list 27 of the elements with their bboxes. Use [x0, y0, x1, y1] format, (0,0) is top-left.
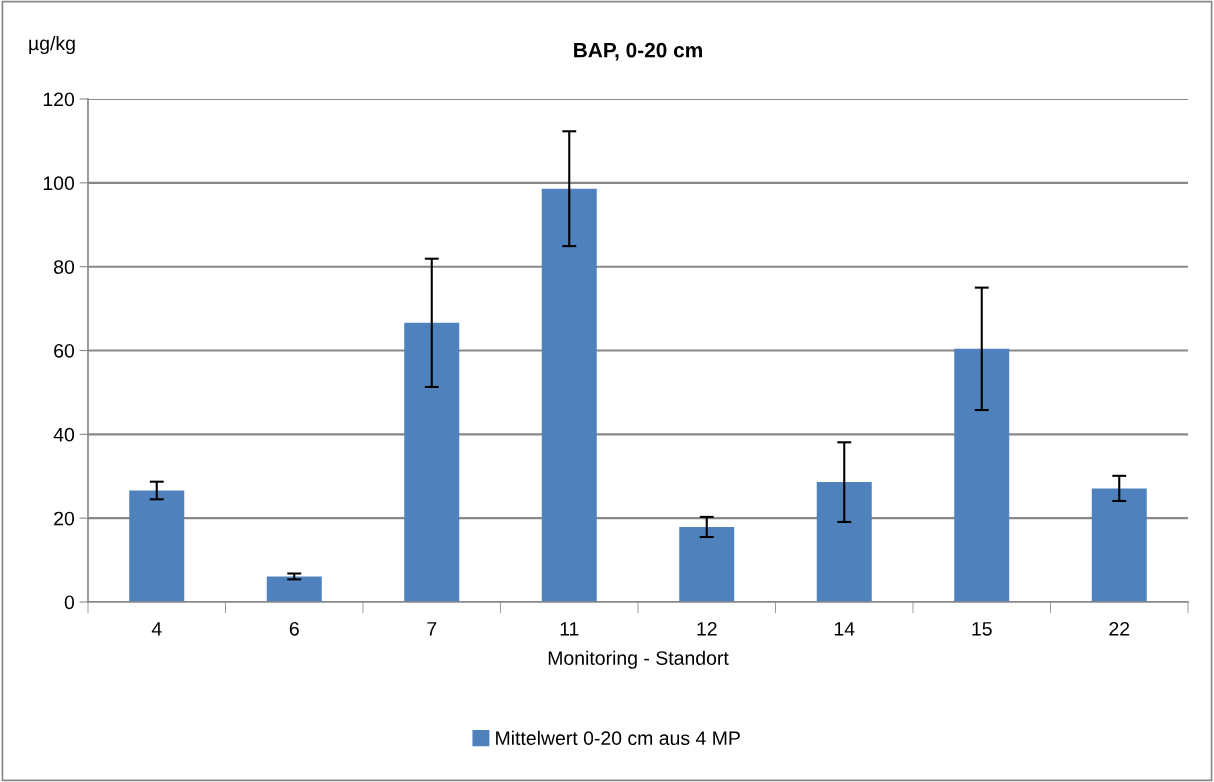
bar [816, 482, 872, 602]
x-tick-label: 22 [1109, 621, 1130, 636]
x-tick-label: 12 [697, 621, 717, 636]
y-tick-label: 60 [54, 343, 75, 358]
bar [541, 188, 597, 602]
bar [954, 348, 1010, 602]
x-tick-label: 7 [427, 622, 437, 636]
y-tick-label: 100 [43, 176, 75, 191]
bar [1091, 488, 1147, 602]
y-tick-label: 20 [54, 511, 75, 526]
x-tick-label: 14 [834, 622, 855, 636]
legend-label: Mittelwert 0-20 cm aus 4 MP [496, 730, 740, 746]
bar [679, 526, 735, 602]
bar [129, 490, 185, 602]
chart-title: BAP, 0-20 cm [574, 42, 702, 61]
x-tick-label: 4 [151, 622, 162, 636]
x-tick-label: 6 [289, 621, 299, 636]
x-tick-label: 11 [560, 622, 579, 636]
bar [404, 322, 460, 602]
y-tick-label: 120 [43, 92, 75, 107]
bar [266, 576, 322, 602]
y-tick-label: 40 [53, 427, 75, 442]
y-axis-title: µg/kg [29, 35, 75, 55]
y-tick-label: 80 [54, 260, 75, 274]
x-axis-title: Monitoring - Standort [548, 650, 729, 669]
y-tick-label: 0 [64, 595, 75, 610]
x-tick-label: 15 [972, 622, 992, 636]
